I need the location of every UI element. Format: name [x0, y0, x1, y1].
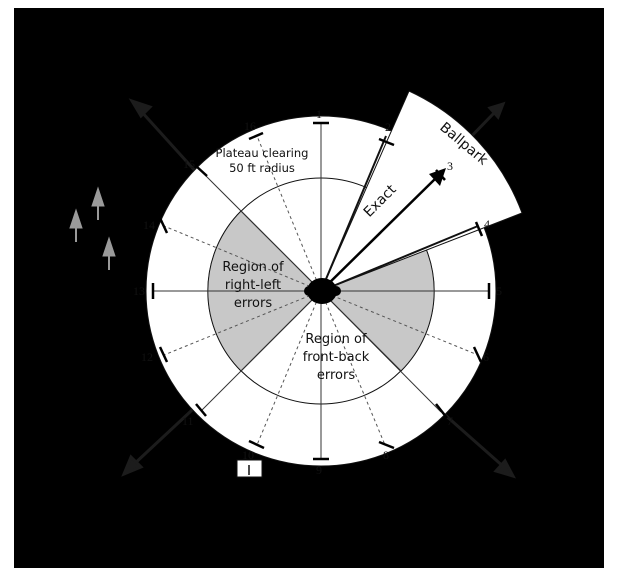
marker-15: 15	[183, 157, 195, 171]
marker-13: 13	[133, 284, 145, 298]
marker-6: 6	[483, 350, 489, 364]
marker-2: 2	[385, 120, 391, 134]
line-to-marker-4	[320, 225, 479, 292]
plateau-label-line1: Plateau clearing	[216, 146, 309, 160]
plateau-label-line2: 50 ft radius	[229, 161, 295, 175]
marker-5: 5	[496, 284, 502, 298]
exact-arrowhead	[429, 168, 446, 186]
right-left-label-line2: right-left	[225, 278, 281, 293]
marker-10: 10	[242, 448, 254, 462]
marker-12: 12	[141, 350, 153, 364]
marker-9: 9	[316, 463, 322, 477]
line-to-marker-2	[320, 135, 387, 292]
tree-icons	[69, 186, 116, 270]
marker-16: 16	[244, 119, 256, 133]
center-marker	[307, 278, 337, 304]
marker-numbers: 1 2 3 4 5 6 7 8 9 10 11 12 13 14 15 16	[133, 107, 502, 477]
front-back-label-line3: errors	[317, 368, 355, 383]
dashed-lines	[163, 135, 479, 446]
marker-11: 11	[182, 414, 194, 428]
marker-8: 8	[383, 448, 389, 462]
right-left-label-line1: Region of	[222, 260, 284, 275]
right-left-label-line3: errors	[234, 296, 272, 311]
marker-7: 7	[447, 414, 453, 428]
marker-14: 14	[143, 218, 155, 232]
front-back-label-line1: Region of	[305, 332, 367, 347]
front-back-label-line2: front-back	[303, 350, 370, 365]
marker-1: 1	[316, 107, 322, 121]
marker-ticks	[151, 121, 491, 461]
marker-3: 3	[447, 159, 453, 173]
marker-4: 4	[484, 217, 490, 231]
exact-arrow	[320, 177, 437, 292]
